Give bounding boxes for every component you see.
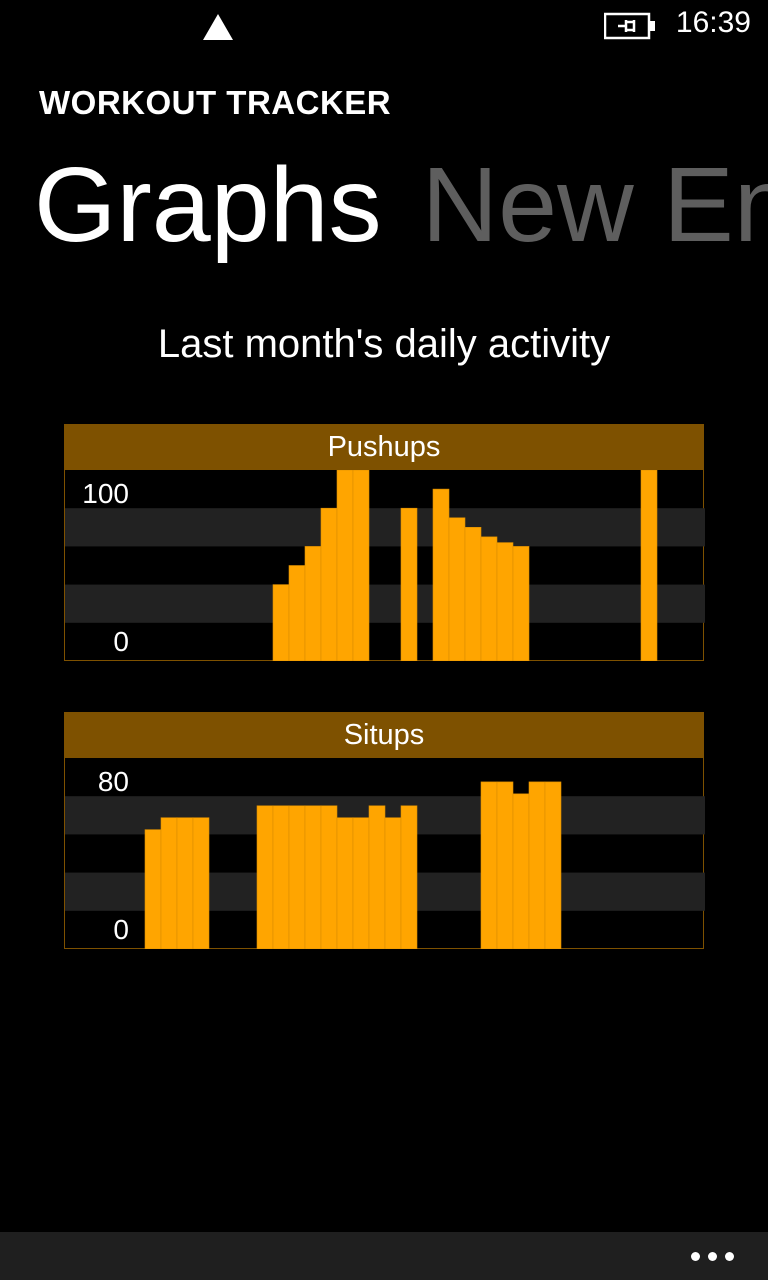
bar-17: [320, 507, 338, 661]
bar-15: [288, 565, 306, 661]
bar-27: [480, 781, 498, 949]
bar-13: [256, 805, 274, 949]
ellipsis-icon: [724, 1251, 734, 1261]
bar-29: [512, 793, 530, 949]
page-subtitle: Last month's daily activity: [157, 322, 611, 366]
bar-20: [368, 805, 386, 949]
bar-28: [496, 542, 514, 661]
bar-16: [304, 546, 322, 661]
grid-band: [65, 584, 705, 623]
bar-8: [176, 817, 194, 949]
bar-27: [480, 536, 498, 661]
bar-22: [400, 507, 418, 661]
y-tick-label-max: 100: [82, 478, 129, 509]
chart-plot-area: 100 0: [64, 470, 705, 661]
pushups-chart: Pushups 100 0: [64, 424, 705, 661]
bar-29: [512, 546, 530, 661]
status-clock: 16:39: [675, 6, 751, 39]
bar-17: [320, 805, 338, 949]
signal-triangle-icon: [203, 14, 233, 40]
bar-18: [336, 470, 354, 661]
bar-16: [304, 805, 322, 949]
bar-15: [288, 805, 306, 949]
bar-26: [464, 526, 482, 661]
bar-14: [272, 805, 290, 949]
bar-6: [144, 829, 162, 949]
bar-37: [640, 470, 658, 661]
situps-chart: Situps 80 0: [64, 712, 705, 949]
bar-18: [336, 817, 354, 949]
app-title: WORKOUT TRACKER: [39, 84, 392, 121]
bar-19: [352, 817, 370, 949]
ellipsis-icon: [690, 1251, 700, 1261]
y-tick-label-max: 80: [97, 766, 129, 797]
situps-bars: [65, 781, 705, 949]
bar-21: [384, 817, 402, 949]
ellipsis-icon: [707, 1251, 717, 1261]
y-tick-label-min: 0: [113, 914, 129, 945]
bar-19: [352, 470, 370, 661]
battery-charging-icon: [604, 12, 655, 40]
bar-24: [432, 488, 450, 661]
pivot-tab-graphs[interactable]: Graphs: [34, 146, 382, 264]
bar-9: [192, 817, 210, 949]
bar-22: [400, 805, 418, 949]
more-options-button[interactable]: [686, 1242, 738, 1270]
grid-band: [65, 508, 705, 547]
bar-30: [528, 781, 546, 949]
bar-7: [160, 817, 178, 949]
status-bar: 16:39: [0, 0, 768, 52]
application-bar: [0, 1232, 768, 1280]
pushups-bars: [65, 470, 705, 661]
chart-title: Situps: [64, 712, 704, 758]
chart-plot-area: 80 0: [64, 758, 705, 949]
bar-25: [448, 517, 466, 661]
chart-title: Pushups: [64, 424, 704, 470]
pivot-header: Graphs New En: [34, 140, 768, 270]
bar-31: [544, 781, 562, 949]
bar-28: [496, 781, 514, 949]
y-tick-label-min: 0: [113, 626, 129, 657]
pivot-tab-new-entry[interactable]: New En: [421, 146, 768, 264]
bar-14: [272, 584, 290, 661]
